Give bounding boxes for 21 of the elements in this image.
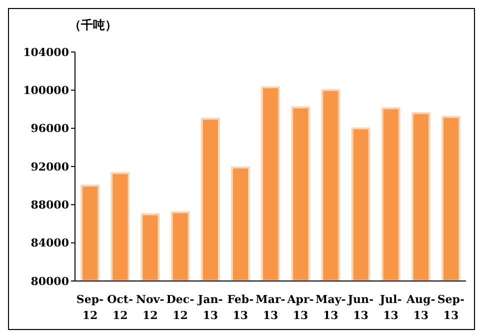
x-tick-label: Aug-13	[405, 293, 436, 322]
x-tick-label: Jan-13	[196, 293, 223, 322]
x-tick-label: Mar-13	[256, 293, 286, 322]
y-tick-label: 96000	[30, 122, 70, 136]
x-tick-label: Apr-13	[286, 293, 314, 322]
x-tick-label: Jul-13	[378, 293, 402, 322]
y-axis-title: （千吨）	[69, 17, 117, 34]
x-tick-label: Oct-12	[107, 293, 134, 322]
x-tick-label: May-13	[316, 293, 346, 322]
x-tick-label: Sep-12	[76, 293, 104, 322]
y-tick-label: 84000	[30, 236, 70, 250]
x-tick-label: Feb-13	[227, 293, 254, 322]
y-tick-label: 100000	[23, 84, 70, 98]
x-tick-label: Jun-13	[346, 293, 374, 322]
y-tick-label: 92000	[30, 160, 70, 174]
x-tick-label: Sep-13	[437, 293, 465, 322]
x-tick-label: Nov-12	[136, 293, 164, 322]
x-tick-label: Dec-12	[166, 293, 194, 322]
y-tick-label: 104000	[23, 46, 70, 59]
y-tick-label: 80000	[30, 274, 70, 288]
y-tick-label: 88000	[30, 198, 70, 212]
